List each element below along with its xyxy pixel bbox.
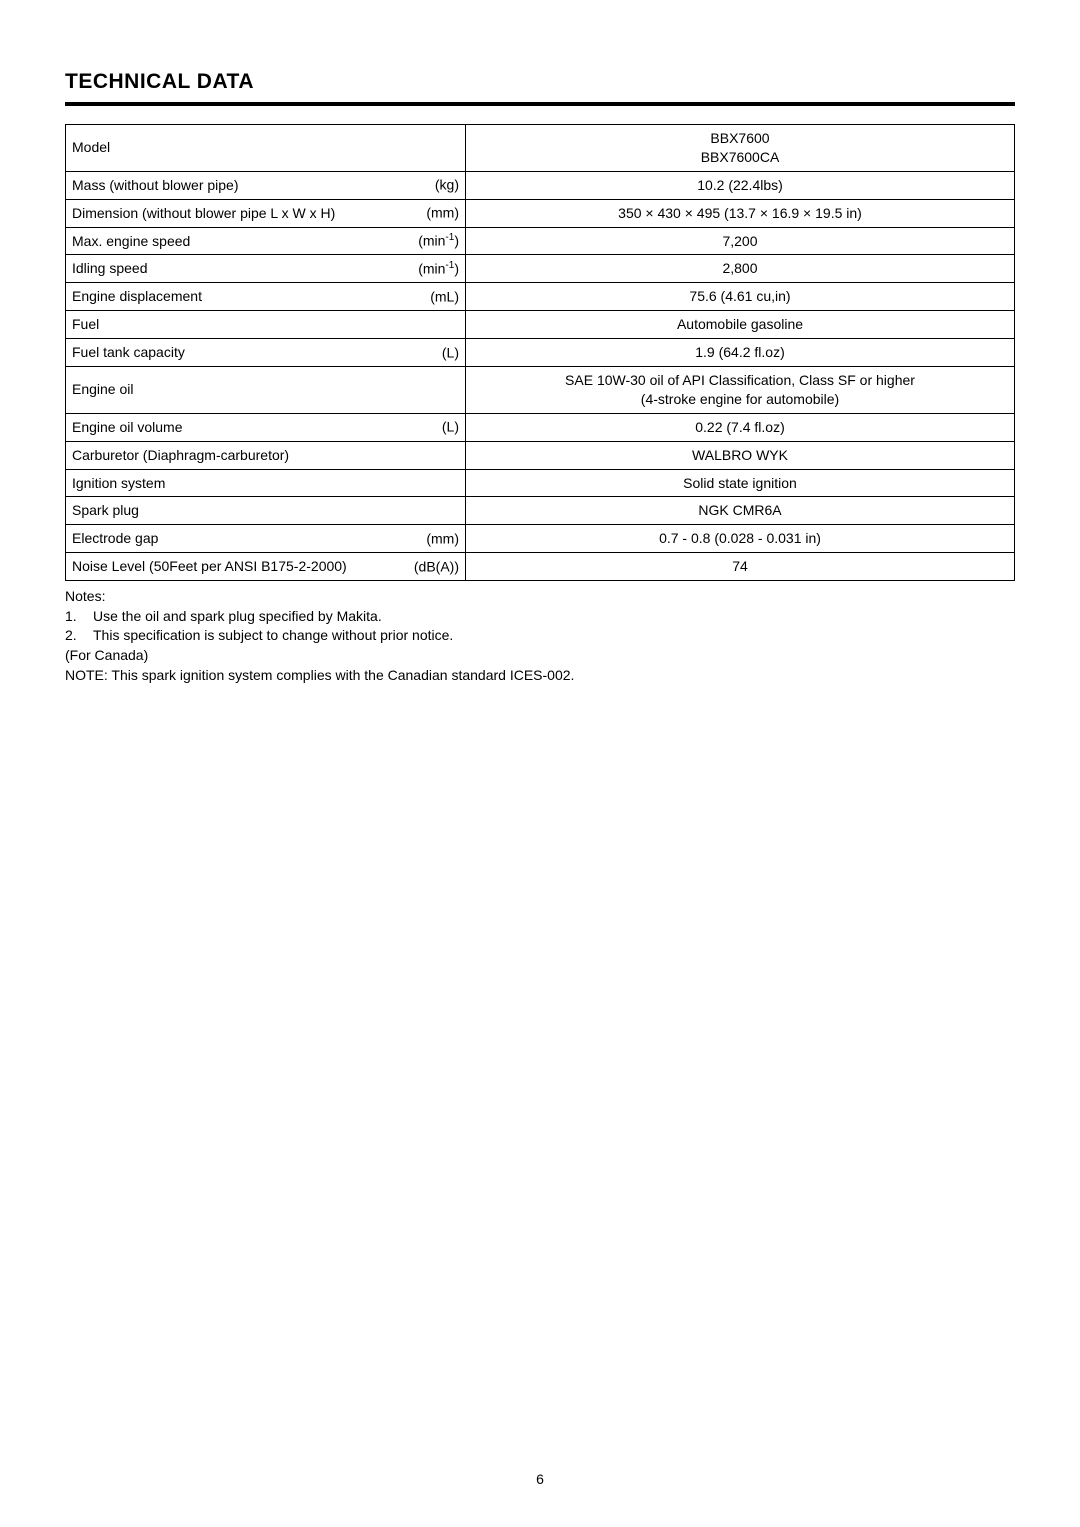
- table-row: Fuel Automobile gasoline: [66, 311, 1015, 339]
- notes-list: 1. Use the oil and spark plug specified b…: [65, 607, 1015, 646]
- spec-value: 7,200: [466, 227, 1015, 255]
- spec-label: Mass (without blower pipe): [72, 176, 239, 195]
- spec-value: NGK CMR6A: [466, 497, 1015, 525]
- spec-unit: (kg): [435, 176, 459, 195]
- spec-label: Idling speed: [72, 259, 148, 278]
- spec-label-cell: Max. engine speed (min-1): [66, 227, 466, 255]
- spec-label: Max. engine speed: [72, 232, 190, 251]
- spec-label: Dimension (without blower pipe L x W x H…: [72, 204, 335, 223]
- spec-value: 350 × 430 × 495 (13.7 × 16.9 × 19.5 in): [466, 199, 1015, 227]
- spec-label: Model: [72, 138, 110, 157]
- spec-table: ModelBBX7600BBX7600CAMass (without blowe…: [65, 124, 1015, 581]
- spec-value: SAE 10W-30 oil of API Classification, Cl…: [466, 367, 1015, 414]
- title-rule: [65, 102, 1015, 106]
- spec-value: Solid state ignition: [466, 469, 1015, 497]
- page-number: 6: [0, 1471, 1080, 1487]
- table-row: Engine oil SAE 10W-30 oil of API Classifi…: [66, 367, 1015, 414]
- table-row: Dimension (without blower pipe L x W x H…: [66, 199, 1015, 227]
- note-item: 2. This specification is subject to chang…: [65, 626, 1015, 646]
- spec-label: Fuel: [72, 315, 99, 334]
- table-row: Spark plug NGK CMR6A: [66, 497, 1015, 525]
- spec-unit: (mm): [426, 204, 459, 223]
- spec-label-cell: Idling speed (min-1): [66, 255, 466, 283]
- spec-label: Noise Level (50Feet per ANSI B175-2-2000…: [72, 557, 347, 576]
- note-number: 2.: [65, 626, 77, 646]
- spec-label-cell: Electrode gap (mm): [66, 525, 466, 553]
- notes-section: Notes: 1. Use the oil and spark plug spec…: [65, 587, 1015, 685]
- spec-label-cell: Carburetor (Diaphragm-carburetor): [66, 441, 466, 469]
- canada-note: NOTE: This spark ignition system complie…: [65, 666, 1015, 686]
- spec-unit: (L): [442, 418, 459, 437]
- page-title: TECHNICAL DATA: [65, 70, 1015, 94]
- spec-label-cell: Engine displacement (mL): [66, 283, 466, 311]
- table-row: Fuel tank capacity (L) 1.9 (64.2 fl.oz): [66, 339, 1015, 367]
- spec-label-cell: Engine oil: [66, 367, 466, 414]
- spec-label: Engine oil volume: [72, 418, 183, 437]
- spec-value: BBX7600BBX7600CA: [466, 125, 1015, 172]
- spec-label: Ignition system: [72, 474, 165, 493]
- note-item: 1. Use the oil and spark plug specified b…: [65, 607, 1015, 627]
- spec-label: Carburetor (Diaphragm-carburetor): [72, 446, 289, 465]
- spec-label-cell: Ignition system: [66, 469, 466, 497]
- spec-value: Automobile gasoline: [466, 311, 1015, 339]
- spec-value: 75.6 (4.61 cu,in): [466, 283, 1015, 311]
- table-row: Engine oil volume (L) 0.22 (7.4 fl.oz): [66, 413, 1015, 441]
- table-row: Max. engine speed (min-1) 7,200: [66, 227, 1015, 255]
- spec-unit: (L): [442, 343, 459, 362]
- spec-label: Electrode gap: [72, 529, 158, 548]
- table-row: Model BBX7600BBX7600CA: [66, 125, 1015, 172]
- spec-value: WALBRO WYK: [466, 441, 1015, 469]
- spec-label-cell: Noise Level (50Feet per ANSI B175-2-2000…: [66, 553, 466, 581]
- spec-value: 2,800: [466, 255, 1015, 283]
- table-row: Noise Level (50Feet per ANSI B175-2-2000…: [66, 553, 1015, 581]
- spec-label-cell: Model: [66, 125, 466, 172]
- spec-value: 74: [466, 553, 1015, 581]
- spec-value: 1.9 (64.2 fl.oz): [466, 339, 1015, 367]
- spec-label-cell: Mass (without blower pipe) (kg): [66, 171, 466, 199]
- note-text: Use the oil and spark plug specified by …: [93, 608, 382, 624]
- spec-label: Engine displacement: [72, 287, 202, 306]
- note-text: This specification is subject to change …: [93, 627, 453, 643]
- spec-label-cell: Fuel: [66, 311, 466, 339]
- canada-heading: (For Canada): [65, 646, 1015, 666]
- table-row: Ignition system Solid state ignition: [66, 469, 1015, 497]
- spec-label: Fuel tank capacity: [72, 343, 185, 362]
- spec-label-cell: Dimension (without blower pipe L x W x H…: [66, 199, 466, 227]
- spec-label: Engine oil: [72, 380, 134, 399]
- table-row: Engine displacement (mL) 75.6 (4.61 cu,in): [66, 283, 1015, 311]
- note-number: 1.: [65, 607, 77, 627]
- spec-label-cell: Fuel tank capacity (L): [66, 339, 466, 367]
- spec-unit: (mL): [430, 287, 459, 306]
- table-row: Electrode gap (mm) 0.7 - 0.8 (0.028 - 0.03…: [66, 525, 1015, 553]
- table-row: Idling speed (min-1) 2,800: [66, 255, 1015, 283]
- spec-value: 10.2 (22.4lbs): [466, 171, 1015, 199]
- spec-label-cell: Spark plug: [66, 497, 466, 525]
- spec-unit: (mm): [426, 529, 459, 548]
- spec-value: 0.22 (7.4 fl.oz): [466, 413, 1015, 441]
- spec-unit: (dB(A)): [414, 557, 459, 576]
- table-row: Carburetor (Diaphragm-carburetor) WALBRO …: [66, 441, 1015, 469]
- spec-label-cell: Engine oil volume (L): [66, 413, 466, 441]
- notes-heading: Notes:: [65, 587, 1015, 607]
- spec-label: Spark plug: [72, 501, 139, 520]
- spec-unit: (min-1): [418, 232, 459, 251]
- table-row: Mass (without blower pipe) (kg) 10.2 (22.4…: [66, 171, 1015, 199]
- spec-unit: (min-1): [418, 259, 459, 278]
- spec-value: 0.7 - 0.8 (0.028 - 0.031 in): [466, 525, 1015, 553]
